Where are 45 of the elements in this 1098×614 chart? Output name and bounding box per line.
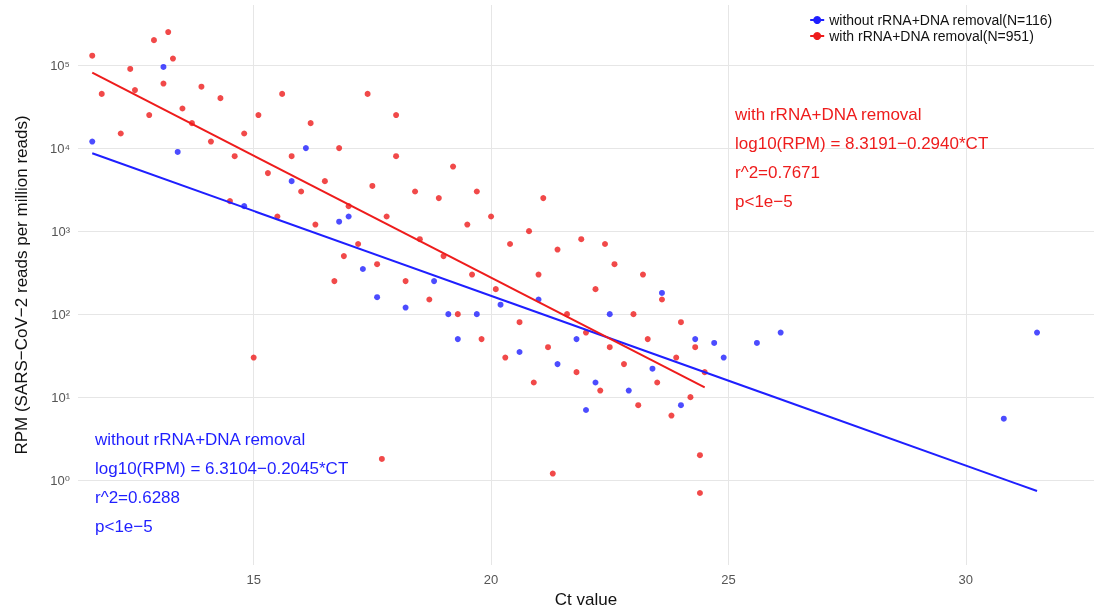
- point: [592, 379, 599, 386]
- point: [777, 329, 784, 336]
- legend-label: without rRNA+DNA removal(N=116): [828, 12, 1053, 28]
- point: [1000, 415, 1007, 422]
- y-tick-label: 10⁰: [50, 472, 70, 488]
- point: [402, 304, 409, 311]
- annotation: without rRNA+DNA removal log10(RPM) = 6.3104−0.2045*CT r^2=0.6288 p<1e−5: [94, 430, 349, 536]
- point: [454, 336, 461, 343]
- point: [554, 361, 561, 368]
- point: [573, 336, 580, 343]
- point: [606, 311, 613, 318]
- x-tick-label: 15: [246, 572, 261, 587]
- point: [431, 278, 438, 285]
- point: [89, 138, 96, 145]
- point: [288, 178, 295, 185]
- point: [160, 63, 167, 70]
- point: [692, 336, 699, 343]
- x-tick-label: 20: [483, 572, 499, 587]
- point: [473, 311, 480, 318]
- point: [174, 148, 181, 155]
- point: [336, 218, 343, 225]
- y-tick-label: 10⁴: [49, 140, 70, 156]
- point: [445, 311, 452, 318]
- x-tick-label: 30: [958, 572, 974, 587]
- y-tick-label: 10³: [51, 223, 71, 239]
- point: [753, 339, 760, 346]
- point: [711, 339, 718, 346]
- y-tick-label: 10¹: [51, 389, 71, 405]
- x-axis-title: Ct value: [554, 590, 618, 609]
- point: [1034, 329, 1041, 336]
- y-axis-title: RPM (SARS−CoV−2 reads per million reads): [12, 115, 31, 455]
- point: [649, 365, 656, 372]
- y-tick-label: 10⁵: [50, 57, 70, 73]
- point: [658, 289, 665, 296]
- point: [677, 402, 684, 409]
- point: [302, 145, 309, 152]
- point: [516, 348, 523, 355]
- point: [583, 407, 589, 413]
- annotation: with rRNA+DNA removal log10(RPM) = 8.3191−0.2940*CT r^2=0.7671 p<1e−5: [734, 105, 989, 211]
- legend-label: with rRNA+DNA removal(N=951): [828, 28, 1034, 44]
- point: [345, 213, 352, 220]
- y-tick-label: 10²: [51, 306, 71, 322]
- point: [359, 265, 366, 272]
- x-tick-label: 25: [721, 572, 736, 587]
- point: [374, 294, 381, 301]
